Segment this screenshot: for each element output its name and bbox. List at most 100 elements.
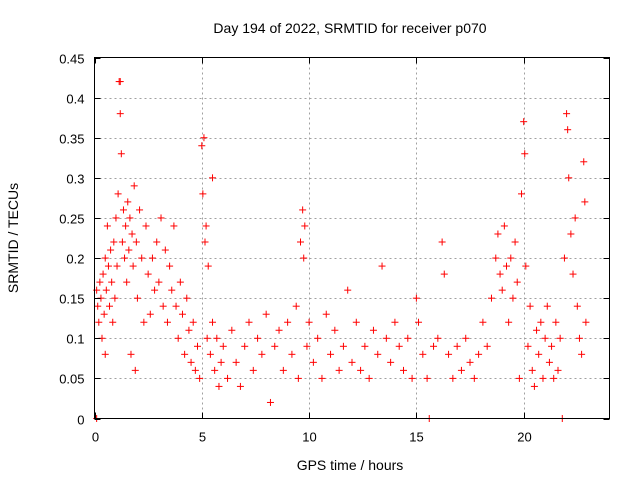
data-point: [509, 294, 517, 302]
data-point: [125, 246, 133, 254]
data-point: [232, 358, 240, 366]
x-tick-label: 5: [199, 430, 206, 445]
data-point: [176, 278, 184, 286]
data-point: [213, 334, 221, 342]
data-point: [515, 374, 523, 382]
axis-ticks: [94, 57, 610, 420]
data-point: [479, 318, 487, 326]
data-point: [518, 190, 526, 198]
x-tick-label: 10: [302, 430, 316, 445]
data-point: [126, 214, 134, 222]
data-point: [236, 382, 244, 390]
data-point: [140, 318, 148, 326]
data-point: [563, 110, 571, 118]
data-point: [457, 366, 465, 374]
data-point: [539, 374, 547, 382]
data-point: [288, 350, 296, 358]
data-point: [556, 334, 564, 342]
data-point: [200, 134, 208, 142]
x-tick-label: 15: [409, 430, 423, 445]
data-point: [567, 230, 575, 238]
data-point: [228, 326, 236, 334]
y-tick-label: 0.25: [59, 212, 84, 227]
data-point: [391, 318, 399, 326]
data-point: [378, 262, 386, 270]
data-point: [309, 358, 317, 366]
data-point: [104, 262, 112, 270]
data-point: [241, 342, 249, 350]
data-point: [348, 358, 356, 366]
data-point: [524, 342, 532, 350]
data-point: [423, 374, 431, 382]
data-point: [215, 382, 223, 390]
data-point: [415, 318, 423, 326]
data-point: [136, 206, 144, 214]
data-point: [121, 254, 129, 262]
data-point: [466, 358, 474, 366]
data-point: [513, 278, 521, 286]
data-point: [116, 110, 124, 118]
data-point: [522, 262, 530, 270]
data-point: [103, 222, 111, 230]
data-point: [498, 286, 506, 294]
data-point: [339, 342, 347, 350]
data-point: [462, 334, 470, 342]
data-point: [101, 350, 109, 358]
data-point: [487, 294, 495, 302]
data-point: [187, 358, 195, 366]
data-point: [94, 302, 102, 310]
data-point: [99, 270, 107, 278]
x-tick-labels: 0 5 10 15 20: [92, 430, 532, 445]
data-point: [249, 366, 257, 374]
y-tick-label: 0.2: [66, 252, 84, 267]
data-point: [211, 366, 219, 374]
y-tick-label: 0: [77, 413, 84, 428]
data-point: [548, 342, 556, 350]
data-point: [163, 318, 171, 326]
data-point: [550, 374, 558, 382]
data-point: [440, 270, 448, 278]
data-point: [209, 174, 217, 182]
data-point: [172, 302, 180, 310]
data-point: [419, 350, 427, 358]
data-point: [382, 334, 390, 342]
data-point: [335, 366, 343, 374]
data-point: [580, 158, 588, 166]
data-point: [148, 254, 156, 262]
data-point: [430, 342, 438, 350]
data-point: [303, 342, 311, 350]
data-point: [110, 238, 118, 246]
plot-frame: [94, 57, 610, 419]
data-point: [299, 206, 307, 214]
data-point: [130, 182, 138, 190]
data-point: [408, 374, 416, 382]
data-point: [201, 238, 209, 246]
data-point: [95, 318, 103, 326]
data-point: [327, 350, 335, 358]
data-point: [404, 334, 412, 342]
data-point: [209, 318, 217, 326]
data-point: [168, 286, 176, 294]
data-point: [361, 342, 369, 350]
data-point: [530, 382, 538, 390]
data-point: [127, 350, 135, 358]
data-point: [174, 334, 182, 342]
data-point: [511, 238, 519, 246]
data-point: [292, 302, 300, 310]
data-point: [254, 334, 262, 342]
data-point: [581, 198, 589, 206]
y-tick-label: 0.1: [66, 332, 84, 347]
data-point: [284, 318, 292, 326]
data-point: [138, 254, 146, 262]
data-point: [123, 278, 131, 286]
data-point: [118, 238, 126, 246]
data-point: [365, 374, 373, 382]
data-point: [505, 318, 513, 326]
data-point: [412, 294, 420, 302]
x-tick-label: 20: [517, 430, 531, 445]
y-tick-label: 0.35: [59, 132, 84, 147]
data-point: [124, 198, 132, 206]
data-point: [344, 286, 352, 294]
data-point: [199, 190, 207, 198]
